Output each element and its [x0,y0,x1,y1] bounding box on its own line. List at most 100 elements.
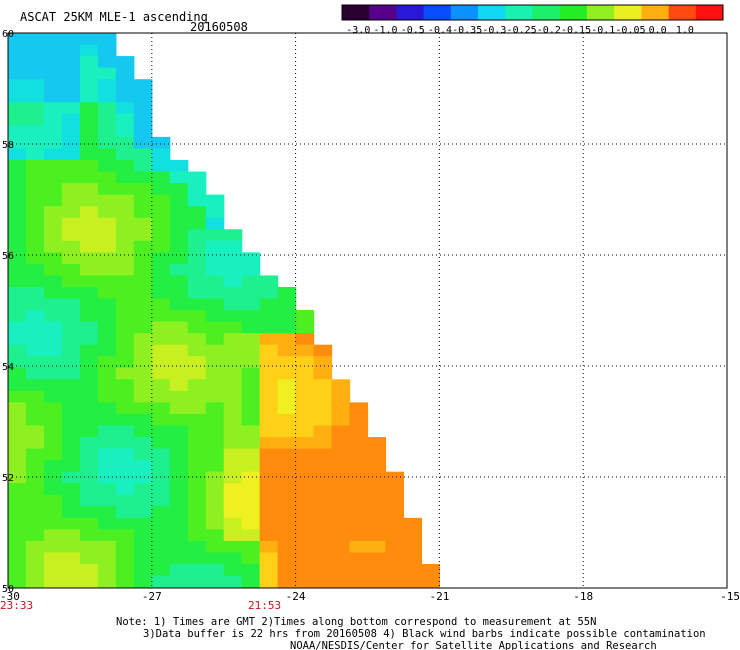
swath-cell [169,217,189,230]
swath-cell [79,67,99,80]
swath-cell [295,471,315,484]
swath-cell [295,506,315,519]
swath-cell [241,367,261,380]
swath-cell [241,275,261,288]
swath-cell [97,56,117,69]
colorbar-swatch [342,5,370,20]
swath-cell [331,390,351,404]
swath-cell [277,286,297,300]
swath-cell [241,321,261,334]
swath-cell [169,379,189,392]
swath-cell [79,471,99,484]
swath-cell [25,275,45,288]
colorbar-swatch [641,5,670,20]
swath-cell [259,564,279,577]
swath-cell [43,448,63,461]
swath-cell [61,252,81,265]
swath-cell [169,229,189,242]
swath-cell [97,229,117,242]
swath-cell [8,102,27,115]
swath-cell [187,506,207,519]
swath-cell [25,425,45,438]
swath-cell [115,483,135,496]
swath-cell [259,460,279,473]
swath-cell [25,67,45,80]
swath-cell [187,367,207,380]
swath-cell [241,540,261,554]
swath-cell [241,333,261,346]
swath-cell [187,356,207,369]
swath-cell [133,136,153,150]
swath-cell [115,517,135,530]
swath-cell [133,275,153,288]
swath-cell [259,275,279,288]
lon-tick-label: -24 [286,590,306,603]
swath-cell [97,44,117,57]
swath-cell [8,90,27,103]
swath-cell [8,159,27,173]
lat-tick-label: 50 [2,584,14,595]
swath-cell [133,344,153,357]
swath-cell [259,333,279,346]
swath-cell [169,483,189,496]
swath-cell [97,540,117,554]
swath-cell [61,402,81,415]
swath-cell [277,356,297,369]
swath-cell [25,240,45,253]
swath-cell [8,356,27,369]
swath-cell [133,310,153,323]
swath-cell [205,552,225,565]
swath-cell [61,552,81,565]
swath-cell [187,275,207,288]
swath-cell [367,540,387,554]
swath-cell [8,552,27,565]
swath-cell [133,286,153,300]
swath-cell [205,286,225,300]
swath-cell [349,425,369,438]
swath-cell [349,494,369,507]
swath-cell [61,136,81,150]
product-title: ASCAT 25KM MLE-1 ascending [20,10,208,24]
swath-cell [295,494,315,507]
colorbar-swatch [450,5,479,20]
swath-cell [241,390,261,404]
swath-cell [61,460,81,473]
swath-cell [115,217,135,230]
swath-cell [259,425,279,438]
swath-cell [151,171,171,184]
swath-cell [331,529,351,542]
swath-cell [313,356,333,369]
swath-cell [61,437,81,450]
swath-cell [97,113,117,126]
swath-cell [115,252,135,265]
swath-cell [115,437,135,450]
swath-cell [187,494,207,507]
swath-cell [115,90,135,103]
swath-cell [151,344,171,357]
swath-cell [187,310,207,323]
swath-cell [8,217,27,230]
swath-cell [313,448,333,461]
swath-cell [43,494,63,507]
swath-cell [25,540,45,554]
swath-cell [61,564,81,577]
wind-swath-field [8,33,440,588]
swath-cell [8,367,27,380]
swath-cell [115,206,135,219]
swath-cell [151,529,171,542]
swath-cell [205,229,225,242]
swath-cell [169,425,189,438]
swath-cell [97,564,117,577]
swath-cell [79,506,99,519]
swath-cell [133,471,153,484]
swath-cell [349,529,369,542]
swath-cell [61,148,81,161]
swath-cell [115,333,135,346]
swath-cell [259,448,279,461]
swath-cell [187,437,207,450]
swath-cell [277,402,297,415]
swath-cell [79,33,99,46]
swath-cell [97,148,117,161]
swath-cell [169,517,189,530]
swath-cell [151,460,171,473]
